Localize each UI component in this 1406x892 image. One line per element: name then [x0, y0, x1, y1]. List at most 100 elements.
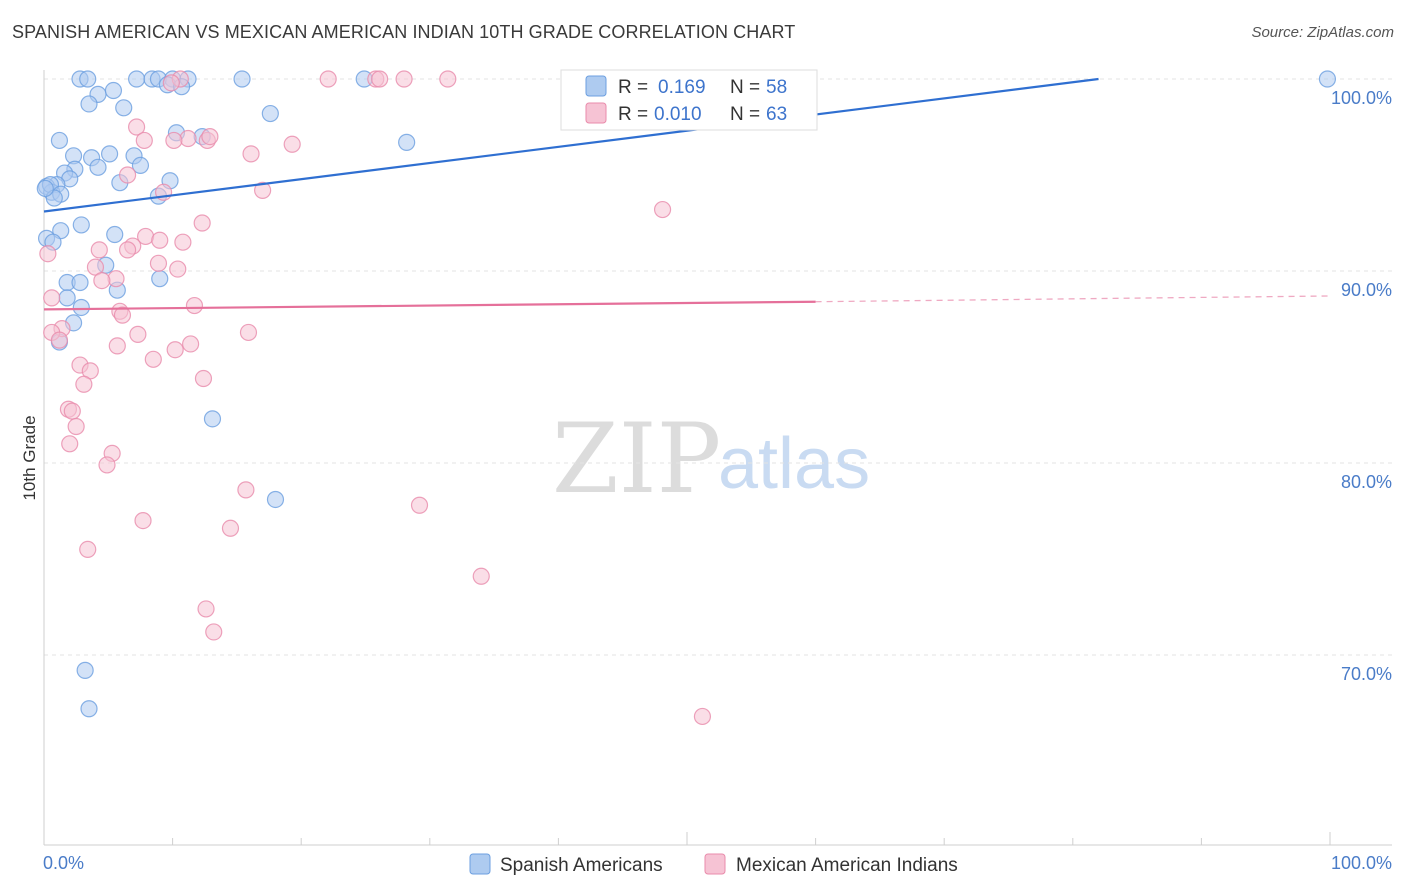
mexican-point-26	[174, 233, 192, 251]
mexican-point-50	[63, 402, 81, 420]
spanish-point-54	[266, 490, 285, 509]
mexican-point-1	[319, 70, 337, 88]
y-tick-labels: 70.0% 80.0% 90.0% 100.0%	[1331, 88, 1392, 684]
source-credit: Source: ZipAtlas.com	[1251, 24, 1394, 41]
mexican-point-7	[127, 118, 146, 136]
mexican-point-21	[151, 231, 169, 249]
mexican-point-28	[107, 270, 125, 288]
mexican-point-60	[472, 567, 490, 585]
x-tick-label-max: 100.0%	[1331, 853, 1392, 873]
mexican-point-10	[135, 131, 153, 150]
spanish-point-21	[100, 145, 119, 163]
legend-n-value-2: 63	[766, 104, 787, 125]
spanish-point-7	[233, 70, 251, 88]
mexican-point-51	[67, 417, 85, 436]
mexican-point-5	[439, 70, 457, 88]
mexican-point-58	[221, 519, 240, 537]
mexican-point-12	[201, 128, 219, 146]
spanish-point-20	[50, 131, 69, 150]
series-legend-swatch-spanish	[469, 853, 491, 875]
x-tick-label-min: 0.0%	[43, 853, 84, 873]
mexican-point-47	[194, 369, 213, 388]
mexican-point-8	[179, 129, 197, 148]
mexican-point-24	[118, 241, 137, 259]
mexican-point-18	[653, 200, 672, 219]
mexican-point-13	[242, 145, 260, 163]
mexican-point-52	[61, 435, 79, 453]
spanish-point-41	[106, 225, 124, 244]
spanish-point-15	[115, 99, 133, 117]
mexican-point-39	[239, 323, 258, 342]
spanish-point-50	[72, 298, 90, 317]
gridlines	[44, 78, 1392, 656]
legend-swatch-mexican	[585, 102, 607, 124]
series-legend-label-spanish: Spanish Americans	[500, 855, 663, 876]
y-tick-label-80: 80.0%	[1341, 472, 1392, 492]
watermark-atlas: atlas	[718, 424, 870, 504]
spanish-point-2	[127, 70, 146, 88]
spanish-point-16	[261, 104, 279, 123]
mexican-point-32	[43, 289, 61, 307]
mexican-point-4	[395, 70, 413, 88]
spanish-point-26	[89, 158, 107, 176]
mexican-point-56	[410, 496, 429, 514]
mexican-point-55	[237, 481, 255, 499]
mexican-point-19	[193, 214, 211, 232]
mexican-point-37	[129, 325, 147, 343]
mexican-point-40	[50, 331, 69, 349]
y-tick-label-100: 100.0%	[1331, 88, 1392, 108]
legend-n-label-2: N =	[730, 104, 760, 125]
y-tick-label-90: 90.0%	[1341, 280, 1392, 300]
watermark-zip: ZIP	[552, 403, 721, 515]
spanish-point-28	[131, 156, 150, 174]
mexican-point-57	[134, 511, 152, 530]
series-legend-swatch-mexican	[704, 853, 726, 875]
spanish-point-9	[1318, 70, 1337, 88]
mexican-point-63	[693, 707, 712, 726]
mexican-trend-line	[43, 300, 816, 311]
spanish-point-48	[151, 270, 169, 288]
series-legend: Spanish Americans Mexican American India…	[469, 853, 958, 876]
spanish-point-19	[398, 133, 416, 151]
mexican-point-61	[197, 600, 215, 618]
mexican-trend-extension	[815, 295, 1331, 303]
mexican-point-43	[166, 341, 184, 359]
legend-r-value-1: 0.169	[658, 77, 706, 98]
mexican-point-31	[93, 272, 111, 290]
x-ticks	[43, 832, 1331, 845]
mexican-point-44	[144, 350, 162, 368]
legend-n-label-1: N =	[730, 77, 760, 98]
spanish-point-1	[79, 70, 97, 88]
mexican-point-6	[162, 74, 180, 92]
legend-n-value-1: 58	[766, 77, 787, 98]
mexican-point-48	[75, 375, 93, 393]
mexican-point-22	[90, 241, 108, 259]
spanish-point-46	[71, 273, 89, 292]
mexican-point-25	[39, 245, 57, 263]
y-tick-label-70: 70.0%	[1341, 664, 1392, 684]
axes	[43, 70, 1392, 846]
stats-legend: R = 0.169 N = 58 R = 0.010 N = 63	[560, 69, 818, 131]
mexican-point-42	[182, 335, 200, 353]
mexican-point-35	[113, 306, 132, 324]
legend-swatch-spanish	[585, 75, 607, 97]
spanish-trend-line	[43, 77, 1099, 213]
spanish-point-39	[72, 216, 90, 234]
mexican-point-33	[185, 296, 204, 315]
spanish-point-13	[104, 81, 123, 100]
mexican-point-41	[108, 337, 126, 355]
data-points	[36, 70, 1337, 726]
mexican-point-62	[205, 623, 223, 641]
series-legend-label-mexican: Mexican American Indians	[736, 855, 958, 876]
spanish-point-49	[58, 289, 76, 307]
spanish-point-53	[203, 410, 222, 428]
chart-title: SPANISH AMERICAN VS MEXICAN AMERICAN IND…	[12, 22, 796, 42]
mexican-point-29	[149, 254, 168, 272]
mexican-point-11	[165, 131, 183, 150]
legend-r-value-2: 0.010	[654, 104, 702, 125]
mexican-point-15	[118, 166, 137, 184]
mexican-point-3	[371, 70, 389, 88]
mexican-point-17	[254, 181, 272, 199]
mexican-point-30	[169, 260, 187, 278]
